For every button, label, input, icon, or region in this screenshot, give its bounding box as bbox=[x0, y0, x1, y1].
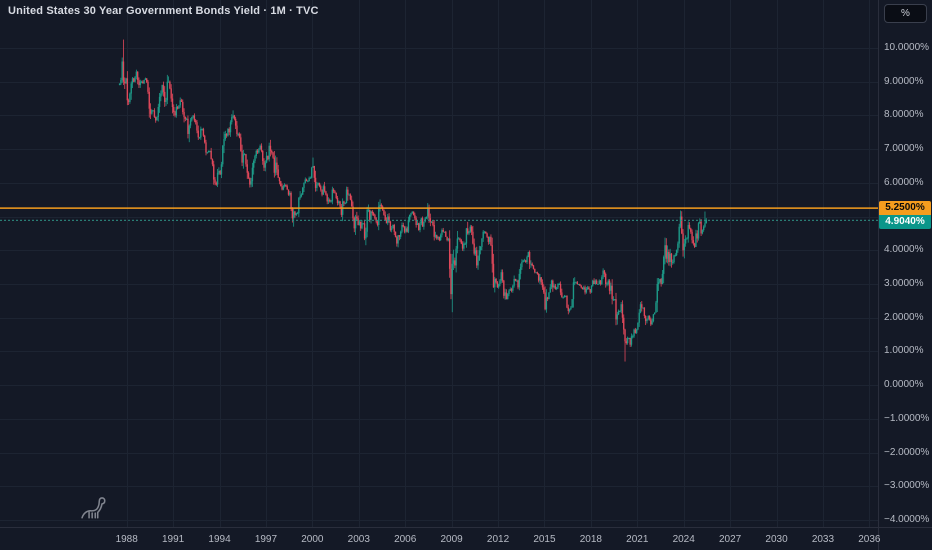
price-axis-label: −4.0000% bbox=[884, 513, 930, 525]
symbol-title[interactable]: United States 30 Year Government Bonds Y… bbox=[8, 5, 319, 17]
price-axis-label: 1.0000% bbox=[884, 345, 924, 357]
price-axis-label: 2.0000% bbox=[884, 311, 924, 323]
last-price-label: 4.9040% bbox=[879, 215, 931, 230]
time-axis-label: 2036 bbox=[858, 534, 881, 545]
time-axis-label: 2012 bbox=[486, 534, 510, 545]
time-axis-label: 2027 bbox=[718, 534, 742, 545]
price-axis[interactable]: 10.0000% 9.0000% 8.0000% 7.0000% 6.0000% 4.00… bbox=[878, 0, 932, 527]
price-axis-label: 9.0000% bbox=[884, 75, 924, 87]
time-axis-label: 2030 bbox=[765, 534, 788, 545]
time-axis-label: 2033 bbox=[811, 534, 835, 545]
price-axis-label: 8.0000% bbox=[884, 109, 924, 121]
price-axis-label: 3.0000% bbox=[884, 277, 924, 289]
price-axis-label: −2.0000% bbox=[884, 446, 930, 458]
price-axis-label: 7.0000% bbox=[884, 143, 924, 155]
time-axis-label: 1991 bbox=[161, 534, 185, 545]
price-axis-label: −3.0000% bbox=[884, 480, 930, 492]
level-price-label[interactable]: 5.2500% bbox=[879, 201, 931, 216]
time-axis-label: 1997 bbox=[254, 534, 278, 545]
price-axis-label: 4.0000% bbox=[884, 244, 924, 256]
price-axis-label: 6.0000% bbox=[884, 176, 924, 188]
time-axis-label: 2018 bbox=[579, 534, 602, 545]
time-axis-label: 1994 bbox=[208, 534, 231, 545]
time-axis-label: 2021 bbox=[626, 534, 649, 545]
dinosaur-icon bbox=[81, 497, 106, 519]
time-axis-label: 2015 bbox=[533, 534, 556, 545]
time-axis-label: 2006 bbox=[394, 534, 417, 545]
time-axis-label: 2003 bbox=[347, 534, 370, 545]
time-axis-label: 2009 bbox=[440, 534, 463, 545]
price-axis-label: 0.0000% bbox=[884, 379, 924, 391]
percent-scale-button[interactable]: % bbox=[884, 4, 927, 23]
time-axis-label: 1988 bbox=[115, 534, 138, 545]
time-axis[interactable]: 1988 1991 1994 1997 2000 2003 2006 2009 2012 2015… bbox=[0, 527, 881, 550]
time-axis-label: 2000 bbox=[301, 534, 324, 545]
price-axis-label: −1.0000% bbox=[884, 412, 930, 424]
time-axis-label: 2024 bbox=[672, 534, 695, 545]
price-axis-label: 10.0000% bbox=[884, 42, 930, 53]
